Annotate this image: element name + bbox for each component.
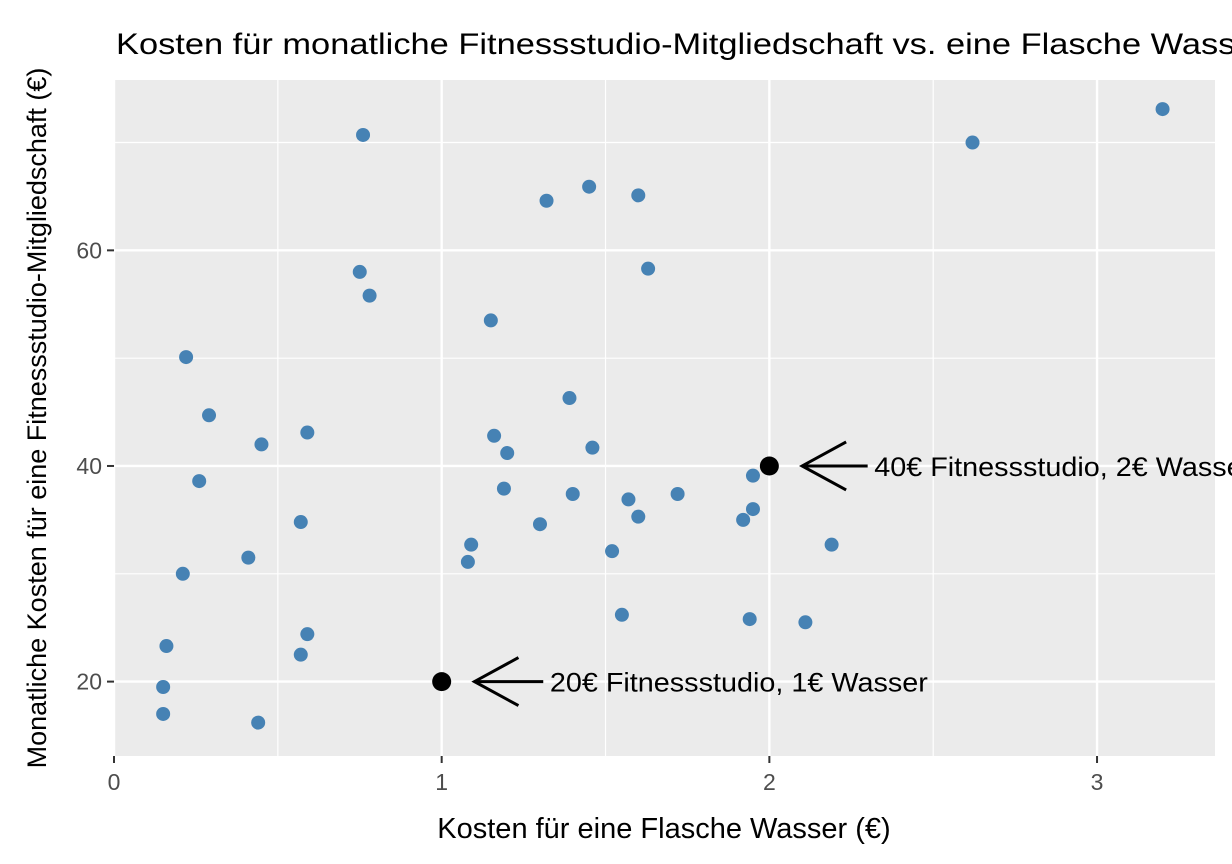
data-point xyxy=(565,487,580,502)
x-axis-label: Kosten für eine Flasche Wasser (€) xyxy=(437,813,890,845)
annotation-label: 40€ Fitnessstudio, 2€ Wasser xyxy=(874,452,1232,482)
y-tick-label: 20 xyxy=(76,669,102,695)
data-point xyxy=(254,437,269,452)
highlighted-point xyxy=(432,672,452,692)
data-point xyxy=(965,135,980,150)
data-point xyxy=(532,517,547,532)
data-point xyxy=(202,408,217,423)
data-point xyxy=(464,537,479,552)
data-point xyxy=(605,544,620,559)
data-point xyxy=(1155,102,1170,117)
y-tick-label: 40 xyxy=(76,453,102,479)
data-point xyxy=(736,512,751,527)
data-point xyxy=(300,627,315,642)
data-point xyxy=(352,264,367,279)
highlighted-point xyxy=(759,456,779,476)
arrow-head xyxy=(798,440,847,492)
data-point xyxy=(483,313,498,328)
data-point xyxy=(179,350,194,365)
data-point xyxy=(356,127,371,142)
x-tick-label: 1 xyxy=(435,769,448,795)
data-point xyxy=(539,193,554,208)
data-point xyxy=(824,537,839,552)
data-point xyxy=(621,492,636,507)
data-point xyxy=(156,706,171,721)
data-point xyxy=(293,515,308,530)
data-point xyxy=(745,502,760,517)
data-points xyxy=(156,102,1170,730)
data-point xyxy=(670,487,685,502)
data-point xyxy=(487,428,502,443)
data-point xyxy=(192,474,207,489)
plot-panel xyxy=(114,80,1215,756)
data-point xyxy=(631,509,646,524)
data-point xyxy=(362,288,377,303)
y-tick-label: 60 xyxy=(76,237,102,263)
chart-title: Kosten für monatliche Fitnessstudio-Mitg… xyxy=(116,28,1232,61)
data-point xyxy=(742,612,757,627)
x-tick-label: 0 xyxy=(108,769,121,795)
data-point xyxy=(500,446,515,461)
data-point xyxy=(562,391,577,406)
data-point xyxy=(175,566,190,581)
data-point xyxy=(300,425,315,440)
data-point xyxy=(631,188,646,203)
x-tick-label: 3 xyxy=(1091,769,1104,795)
data-point xyxy=(585,440,600,455)
grid-lines xyxy=(112,80,1215,756)
data-point xyxy=(156,679,171,694)
data-point xyxy=(460,554,475,569)
annotation-label: 20€ Fitnessstudio, 1€ Wasser xyxy=(550,668,928,698)
data-point xyxy=(798,615,813,630)
data-point xyxy=(293,647,308,662)
data-point xyxy=(582,179,597,194)
x-tick-label: 2 xyxy=(763,769,776,795)
data-point xyxy=(251,715,266,730)
annotations: 20€ Fitnessstudio, 1€ Wasser 40€ Fitnesss… xyxy=(471,440,1232,707)
data-point xyxy=(159,639,174,654)
data-point xyxy=(641,261,656,276)
data-point xyxy=(745,468,760,483)
data-point xyxy=(496,481,511,496)
axis-ticks: 0 1 2 3 20 40 60 xyxy=(76,237,1103,795)
y-axis-label: Monatliche Kosten für eine Fitnessstudio… xyxy=(22,68,52,769)
data-point xyxy=(614,607,629,622)
data-point xyxy=(241,550,256,565)
arrow-head xyxy=(471,656,520,707)
